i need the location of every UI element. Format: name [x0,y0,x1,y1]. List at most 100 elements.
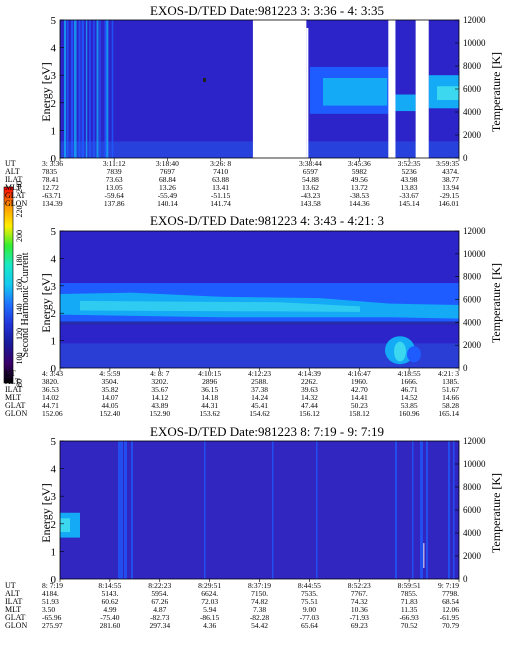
ephemeris-cell: 4.99 [103,605,116,614]
ephemeris-cell: 134.39 [42,199,63,208]
ephemeris-cell: 5236 [402,167,417,176]
y-tick-label: 4 [51,253,57,265]
ephemeris-cell: 73.63 [106,175,123,184]
ephemeris-cell: 75.51 [301,597,318,606]
y-tick-label: 0 [51,574,57,586]
ephemeris-cell: 13.41 [212,183,229,192]
y-tick-label-right: 4000 [463,528,482,538]
ephemeris-cell: 14.07 [101,393,118,402]
ephemeris-cell: 13.26 [159,183,176,192]
ephemeris-cell: 68.84 [159,175,176,184]
colorbar-tick-label: 140 [15,304,24,316]
ephemeris-cell: 7835 [42,167,57,176]
ephemeris-cell: 36.53 [42,385,59,394]
y-tick-label-right: 6000 [463,84,482,94]
ephemeris-cell: 4.36 [203,621,216,630]
ephemeris-cell: 3820. [42,377,59,386]
ephemeris-cell: 156.12 [299,409,320,418]
plasma-band-peak [80,300,360,312]
panel-1-ticks: 0 1 2 3 4 5 0 2000 4000 6000 8000 10000 12000 [51,15,487,165]
ephemeris-cell: 137.86 [104,199,125,208]
y-tick-label-right: 8000 [463,61,482,71]
panel-2-ephemeris-table: UT 4: 3:43 4: 5:59 4: 8: 7 4:10:15 4:12:23 4:1… [5,369,459,418]
spectral-streak [93,20,95,158]
spectral-streak [420,441,423,579]
y-tick-label: 5 [51,15,57,27]
spectral-streak [118,441,123,579]
ephemeris-row-label: UT [5,159,16,168]
ephemeris-cell: 3: 3:36 [42,159,63,168]
ephemeris-cell: 12.06 [442,605,459,614]
ephemeris-cell: 46.71 [401,385,418,394]
data-gap [415,19,429,159]
ephemeris-cell: -75.40 [100,613,120,622]
spectral-streak [316,441,318,579]
ephemeris-row-label: ILAT [5,597,22,606]
spectral-streak [99,20,101,158]
ephemeris-cell: 14.66 [442,393,459,402]
ephemeris-cell: 4: 3:43 [42,369,63,378]
ephemeris-cell: 160.96 [399,409,420,418]
ephemeris-cell: -86.15 [200,613,220,622]
ephemeris-cell: 7697 [160,167,175,176]
ephemeris-cell: 49.56 [351,175,368,184]
y-tick-label: 5 [51,436,57,448]
ephemeris-cell: 143.58 [300,199,321,208]
ephemeris-cell: 4:21: 3 [438,369,459,378]
panel-2-ylabel: Energy [eV] [39,273,53,332]
y-tick-label: 2 [51,308,57,320]
panel-3-plot [59,440,460,580]
colorbar-tick-label: 160 [15,279,24,291]
colorbar-ticks: 80 100 120 140 160 180 200 220 240 [15,181,24,387]
y-tick-label: 1 [51,546,57,558]
data-gap [252,19,307,159]
spectral-streak [63,20,67,158]
ephemeris-cell: 145.14 [399,199,420,208]
spectral-streak [111,20,114,158]
ephemeris-cell: 4: 8: 7 [150,369,169,378]
plasma-band-core [437,86,459,101]
ephemeris-cell: 13.05 [106,183,123,192]
ephemeris-cell: 39.63 [301,385,318,394]
ephemeris-row-label: UT [5,369,16,378]
ephemeris-cell: 5954. [151,589,168,598]
y-tick-label-right: 6000 [463,505,482,515]
ephemeris-row-label: GLON [5,621,27,630]
ephemeris-cell: 51.93 [42,597,59,606]
ephemeris-cell: 141.74 [210,199,231,208]
y-tick-label-right: 2000 [463,551,482,561]
ephemeris-cell: 13.72 [351,183,368,192]
ephemeris-row-label: MLT [5,605,21,614]
panel-1-ephemeris-table: UT 3: 3:36 3:11:12 3:18:40 3:26: 8 3:38:44 3:4… [5,159,459,208]
y-tick-label: 1 [51,125,57,137]
colorbar-tick-label: 180 [15,255,24,267]
low-energy-burst [407,346,421,363]
ephemeris-cell: 4:14:39 [298,369,321,378]
ephemeris-row-label: ALT [5,589,20,598]
y-tick-label-right: 12000 [463,226,486,236]
y-tick-label: 2 [51,519,57,531]
colorbar-tick-label: 100 [15,353,24,365]
spectral-streak [78,20,81,158]
panel-2-ticks: 0 1 2 3 4 5 0 2000 4000 6000 8000 10000 12000 [51,226,487,375]
ephemeris-cell: 7410 [213,167,228,176]
ephemeris-cell: 9: 7:19 [438,581,459,590]
panel-3-ephemeris-table: UT 8: 7:19 8:14:55 8:22:23 8:29:51 8:37:19 8:4… [5,581,459,630]
ephemeris-row-label: ILAT [5,385,22,394]
ephemeris-cell: 7798. [442,589,459,598]
spectral-streak [204,441,206,579]
ephemeris-cell: 4184. [42,589,59,598]
ephemeris-row-label: GLON [5,199,27,208]
ephemeris-cell: 3202. [151,377,168,386]
ephemeris-cell: -65.96 [42,613,62,622]
ephemeris-cell: 4:18:55 [398,369,421,378]
ephemeris-cell: 8:52:23 [348,581,371,590]
ephemeris-cell: 60.62 [101,597,118,606]
y-tick-label-right: 12000 [463,436,486,446]
ephemeris-cell: 8:37:19 [248,581,271,590]
ephemeris-cell: 5982 [352,167,367,176]
y-tick-label: 3 [51,281,57,293]
ephemeris-cell: 8:59:51 [398,581,421,590]
